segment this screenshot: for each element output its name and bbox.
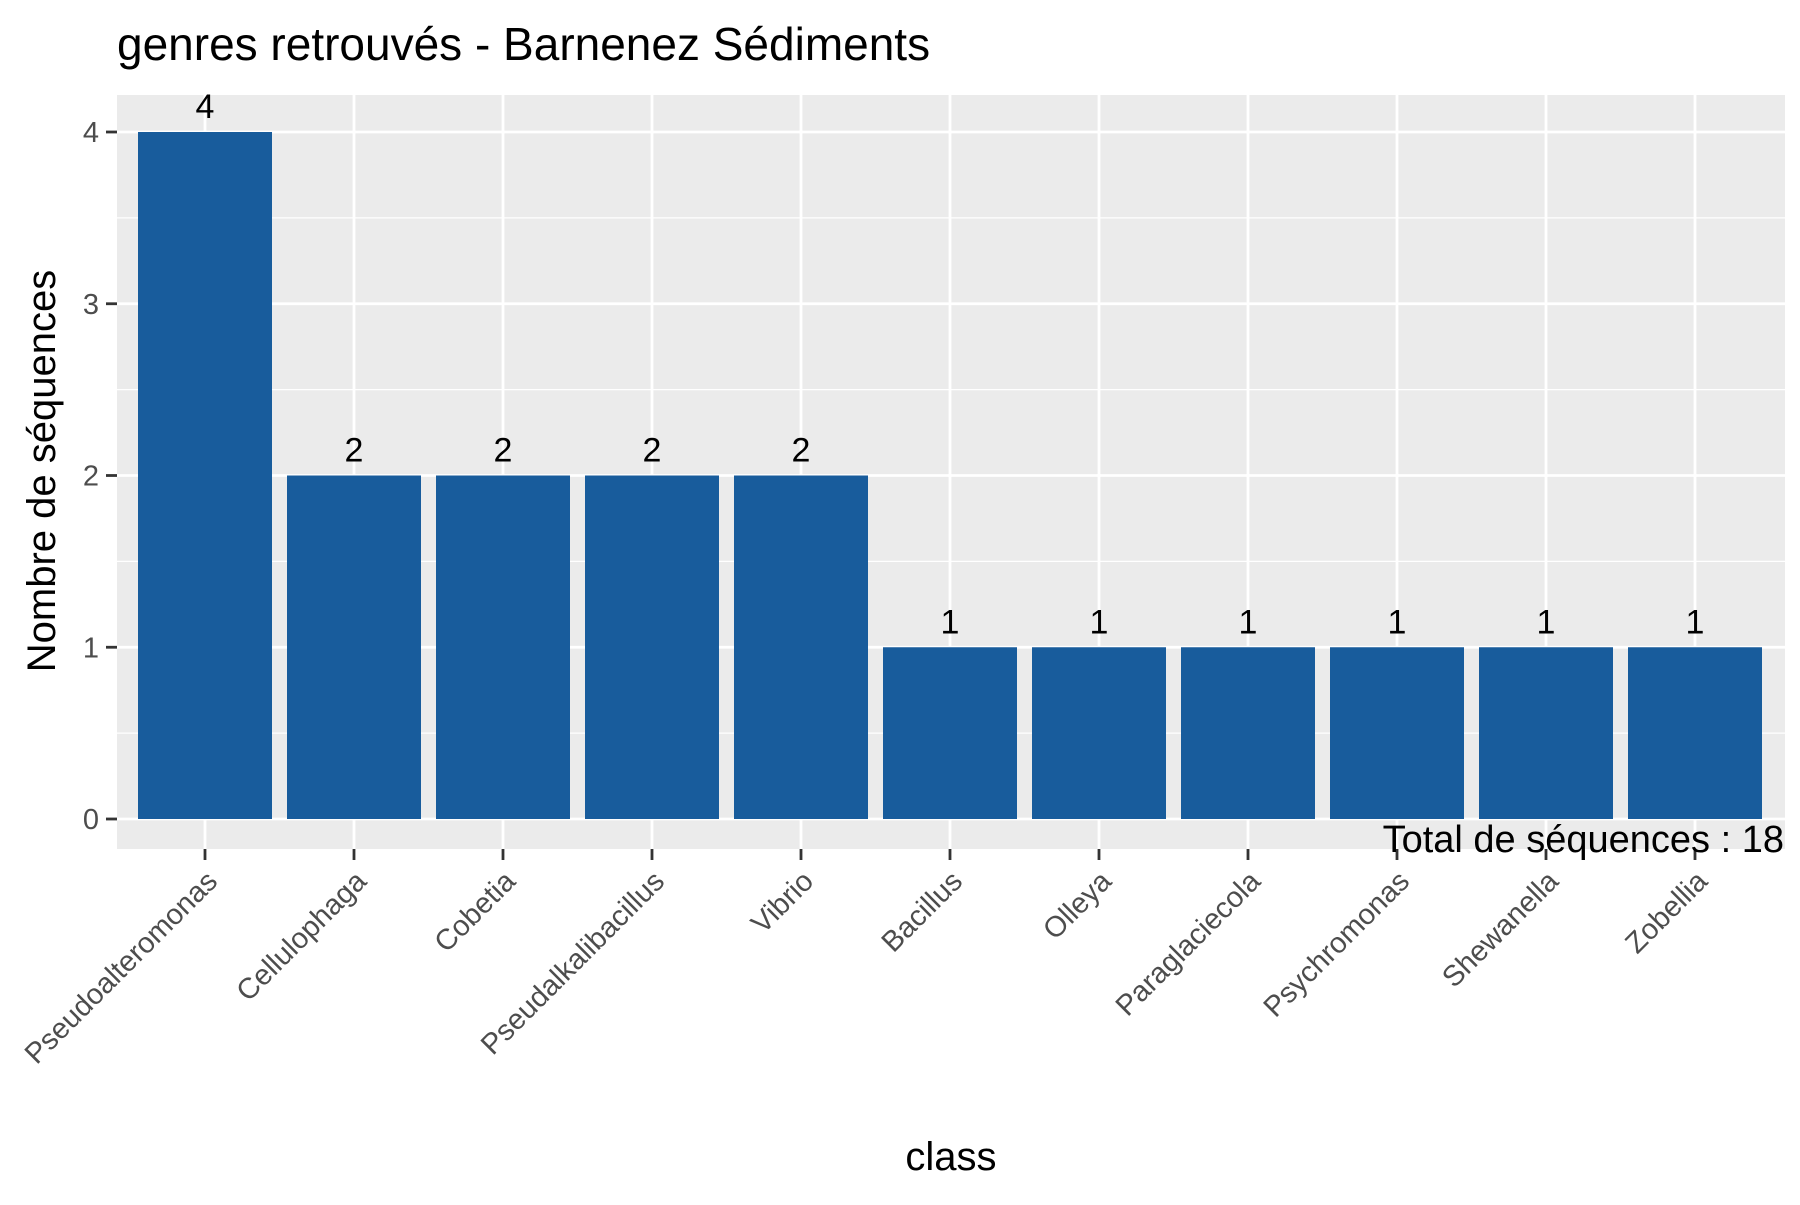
bar-value-label: 2 [643,432,662,470]
bar [883,647,1017,819]
x-tick-label: Olleya [1037,865,1118,946]
total-annotation: Total de séquences : 18 [1383,819,1784,861]
bar-value-label: 1 [1686,603,1705,641]
bar [1032,647,1166,819]
x-tick-label: Pseudoalteromonas [19,865,224,1070]
bar-value-label: 2 [792,432,811,470]
bar-value-label: 2 [345,432,364,470]
bar [1181,647,1315,819]
bar [734,475,868,819]
x-tick-label: Cellulophaga [231,865,374,1008]
x-axis-title: class [905,1135,996,1179]
bar [1330,647,1464,819]
y-axis-title: Nombre de séquences [20,270,64,672]
y-tick-label: 1 [83,632,99,664]
bar-labels: 4 2 2 2 2 1 1 1 1 1 1 [196,88,1705,641]
bar-value-label: 1 [1537,603,1556,641]
y-tick-label: 2 [83,461,99,493]
x-tick-label: Zobellia [1620,865,1715,960]
bar [287,475,421,819]
bar-value-label: 2 [494,432,513,470]
y-tick-label: 0 [83,804,99,836]
bar-value-label: 1 [1239,603,1258,641]
bar-value-label: 4 [196,88,215,126]
x-tick-label: Psychromonas [1258,865,1416,1023]
x-tick-label: Paraglaciecola [1110,865,1268,1023]
bar [436,475,570,819]
chart-title: genres retrouvés - Barnenez Sédiments [117,18,930,70]
bar [585,475,719,819]
y-tick-label: 4 [83,117,99,149]
bar [1628,647,1762,819]
x-tick-label: Cobetia [429,865,523,959]
bar-value-label: 1 [1090,603,1109,641]
x-tick-label: Shewanella [1436,865,1565,994]
bar [138,132,272,819]
bar-value-label: 1 [941,603,960,641]
y-tick-label: 3 [83,289,99,321]
y-axis: 0 1 2 3 4 [83,117,117,836]
x-tick-label: Vibrio [745,865,820,940]
x-axis: Pseudoalteromonas Cellulophaga CobetiaPseu… [19,849,1715,1070]
x-tick-label: Bacillus [876,865,969,958]
bars [138,132,1762,819]
bar-value-label: 1 [1388,603,1407,641]
bar [1479,647,1613,819]
